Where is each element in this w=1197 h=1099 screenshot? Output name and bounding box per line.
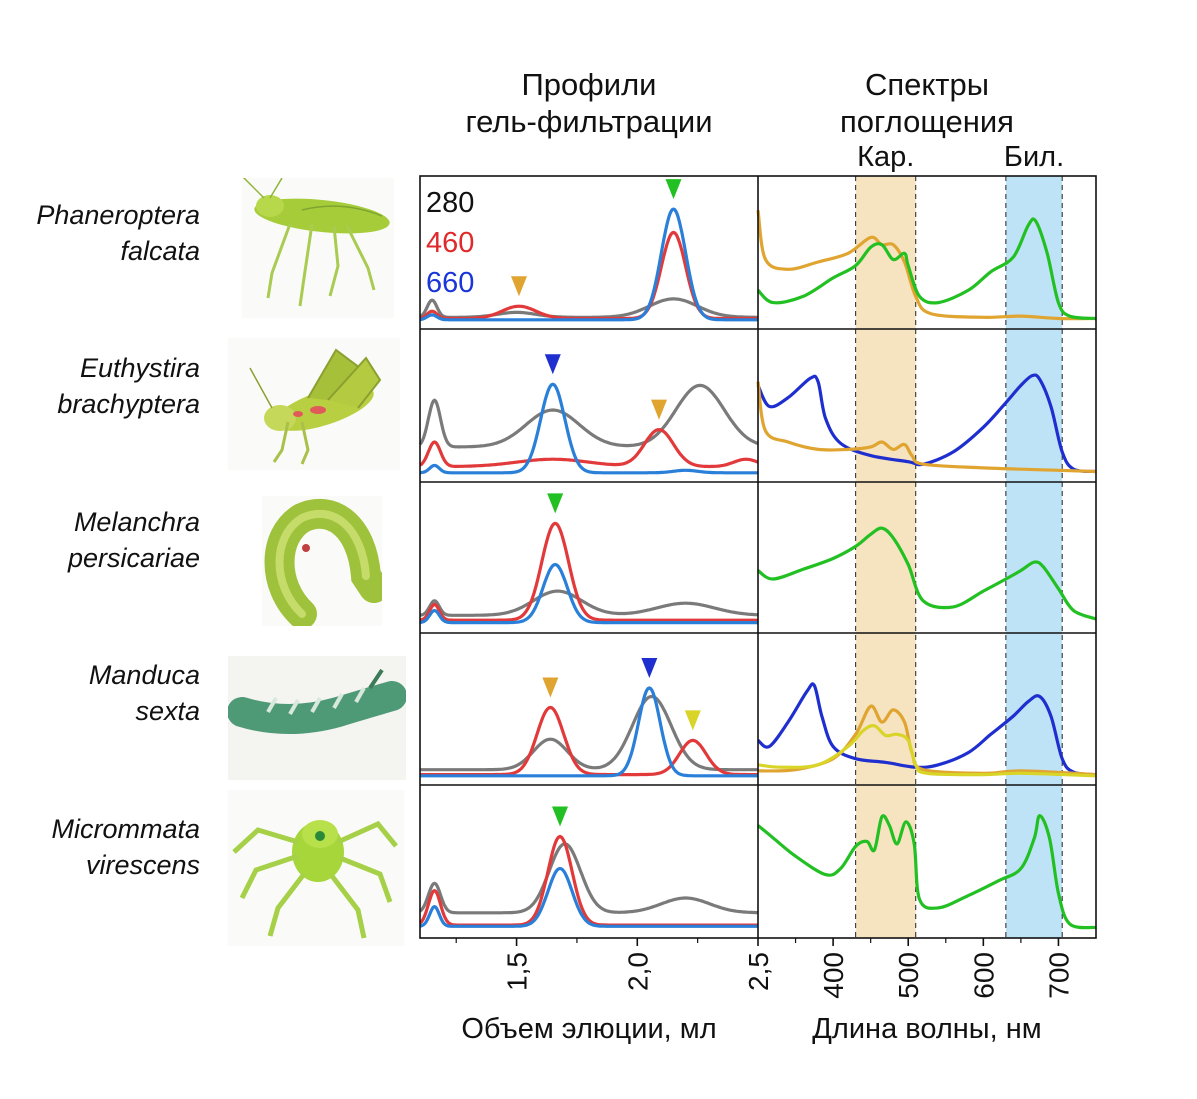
species-genus: Phaneroptera — [36, 200, 200, 230]
gel-series-280 — [419, 694, 759, 772]
photo-melanchra-persicariae — [262, 496, 382, 626]
species-epithet: falcata — [120, 236, 200, 266]
gel-title-line-2: гель-фильтрации — [465, 104, 713, 139]
species-label-5: Micrommata virescens — [0, 811, 200, 883]
spectrum-green — [757, 526, 1097, 621]
species-label-1: Phaneroptera falcata — [0, 197, 200, 269]
gel-series-460 — [419, 428, 759, 469]
species-label-4: Manduca sexta — [0, 657, 200, 729]
spec-title-line-2: поглощения — [840, 104, 1014, 139]
species-label-2: Euthystira brachyptera — [0, 350, 200, 422]
gel-series-660 — [419, 686, 759, 778]
gel-series-280 — [419, 842, 759, 915]
peak-marker-yellow — [684, 710, 701, 731]
peak-marker-orange — [651, 399, 668, 420]
gel-series-660 — [419, 207, 759, 322]
species-genus: Manduca — [88, 660, 200, 690]
legend-660: 660 — [426, 267, 474, 299]
gel-series-660 — [419, 866, 759, 928]
gel-tick-label: 1,5 — [502, 952, 533, 991]
species-label-3: Melanchra persicariae — [0, 504, 200, 576]
gel-tick-label: 2,5 — [743, 952, 774, 991]
spec-tick-label: 600 — [968, 952, 999, 999]
gel-series-280 — [418, 383, 759, 449]
species-epithet: persicariae — [67, 543, 200, 573]
peak-marker-green — [552, 806, 569, 827]
peak-marker-orange — [542, 677, 559, 698]
gel-series-660 — [419, 382, 759, 475]
gel-x-axis-label: Объем элюции, мл — [461, 1013, 716, 1045]
band-label-car: Кар. — [857, 141, 914, 173]
peak-marker-blue — [641, 657, 658, 678]
band-bil — [1005, 176, 1063, 938]
species-genus: Melanchra — [73, 507, 200, 537]
gel-series-460 — [419, 705, 759, 777]
gel-series-660 — [419, 562, 759, 625]
legend-460: 460 — [426, 227, 474, 259]
spectrum-blue — [756, 682, 1097, 777]
gel-series-280 — [419, 589, 759, 617]
spec-tick-label: 700 — [1043, 952, 1074, 999]
spectrum-green — [756, 217, 1097, 321]
species-epithet: virescens — [85, 850, 200, 880]
photo-manduca-sexta — [228, 656, 406, 780]
spec-tick-label: 500 — [893, 952, 924, 999]
gel-filtration-title: Профили гель-фильтрации — [420, 66, 758, 140]
spectrum-blue — [756, 373, 1097, 474]
species-genus: Micrommata — [51, 814, 200, 844]
spec-title-line-1: Спектры — [864, 67, 990, 102]
spectrum-orange — [756, 381, 1097, 474]
gel-series-280 — [419, 297, 759, 319]
spectrum-yellow — [757, 724, 1097, 778]
peak-marker-green — [547, 493, 564, 514]
peak-marker-blue — [544, 354, 561, 375]
spec-tick-label: 400 — [818, 952, 849, 999]
band-label-bil: Бил. — [1004, 141, 1064, 173]
gel-title-line-1: Профили — [521, 67, 657, 102]
species-epithet: sexta — [135, 696, 200, 726]
photo-micrommata-virescens — [228, 790, 404, 946]
legend-280: 280 — [426, 187, 474, 219]
peak-marker-green — [665, 179, 682, 200]
spectrum-green — [757, 814, 1097, 930]
absorption-spectra-title: Спектры поглощения — [758, 66, 1096, 140]
photo-euthystira-brachyptera — [228, 338, 400, 470]
gel-tick-label: 2,0 — [622, 952, 653, 991]
spec-x-axis-label: Длина волны, нм — [812, 1013, 1041, 1045]
species-epithet: brachyptera — [57, 389, 200, 419]
photo-phaneroptera-falcata — [242, 178, 394, 318]
spectrum-orange — [756, 210, 1097, 321]
gel-series-460 — [419, 521, 759, 622]
peak-marker-orange — [510, 276, 527, 297]
species-genus: Euthystira — [79, 353, 200, 383]
